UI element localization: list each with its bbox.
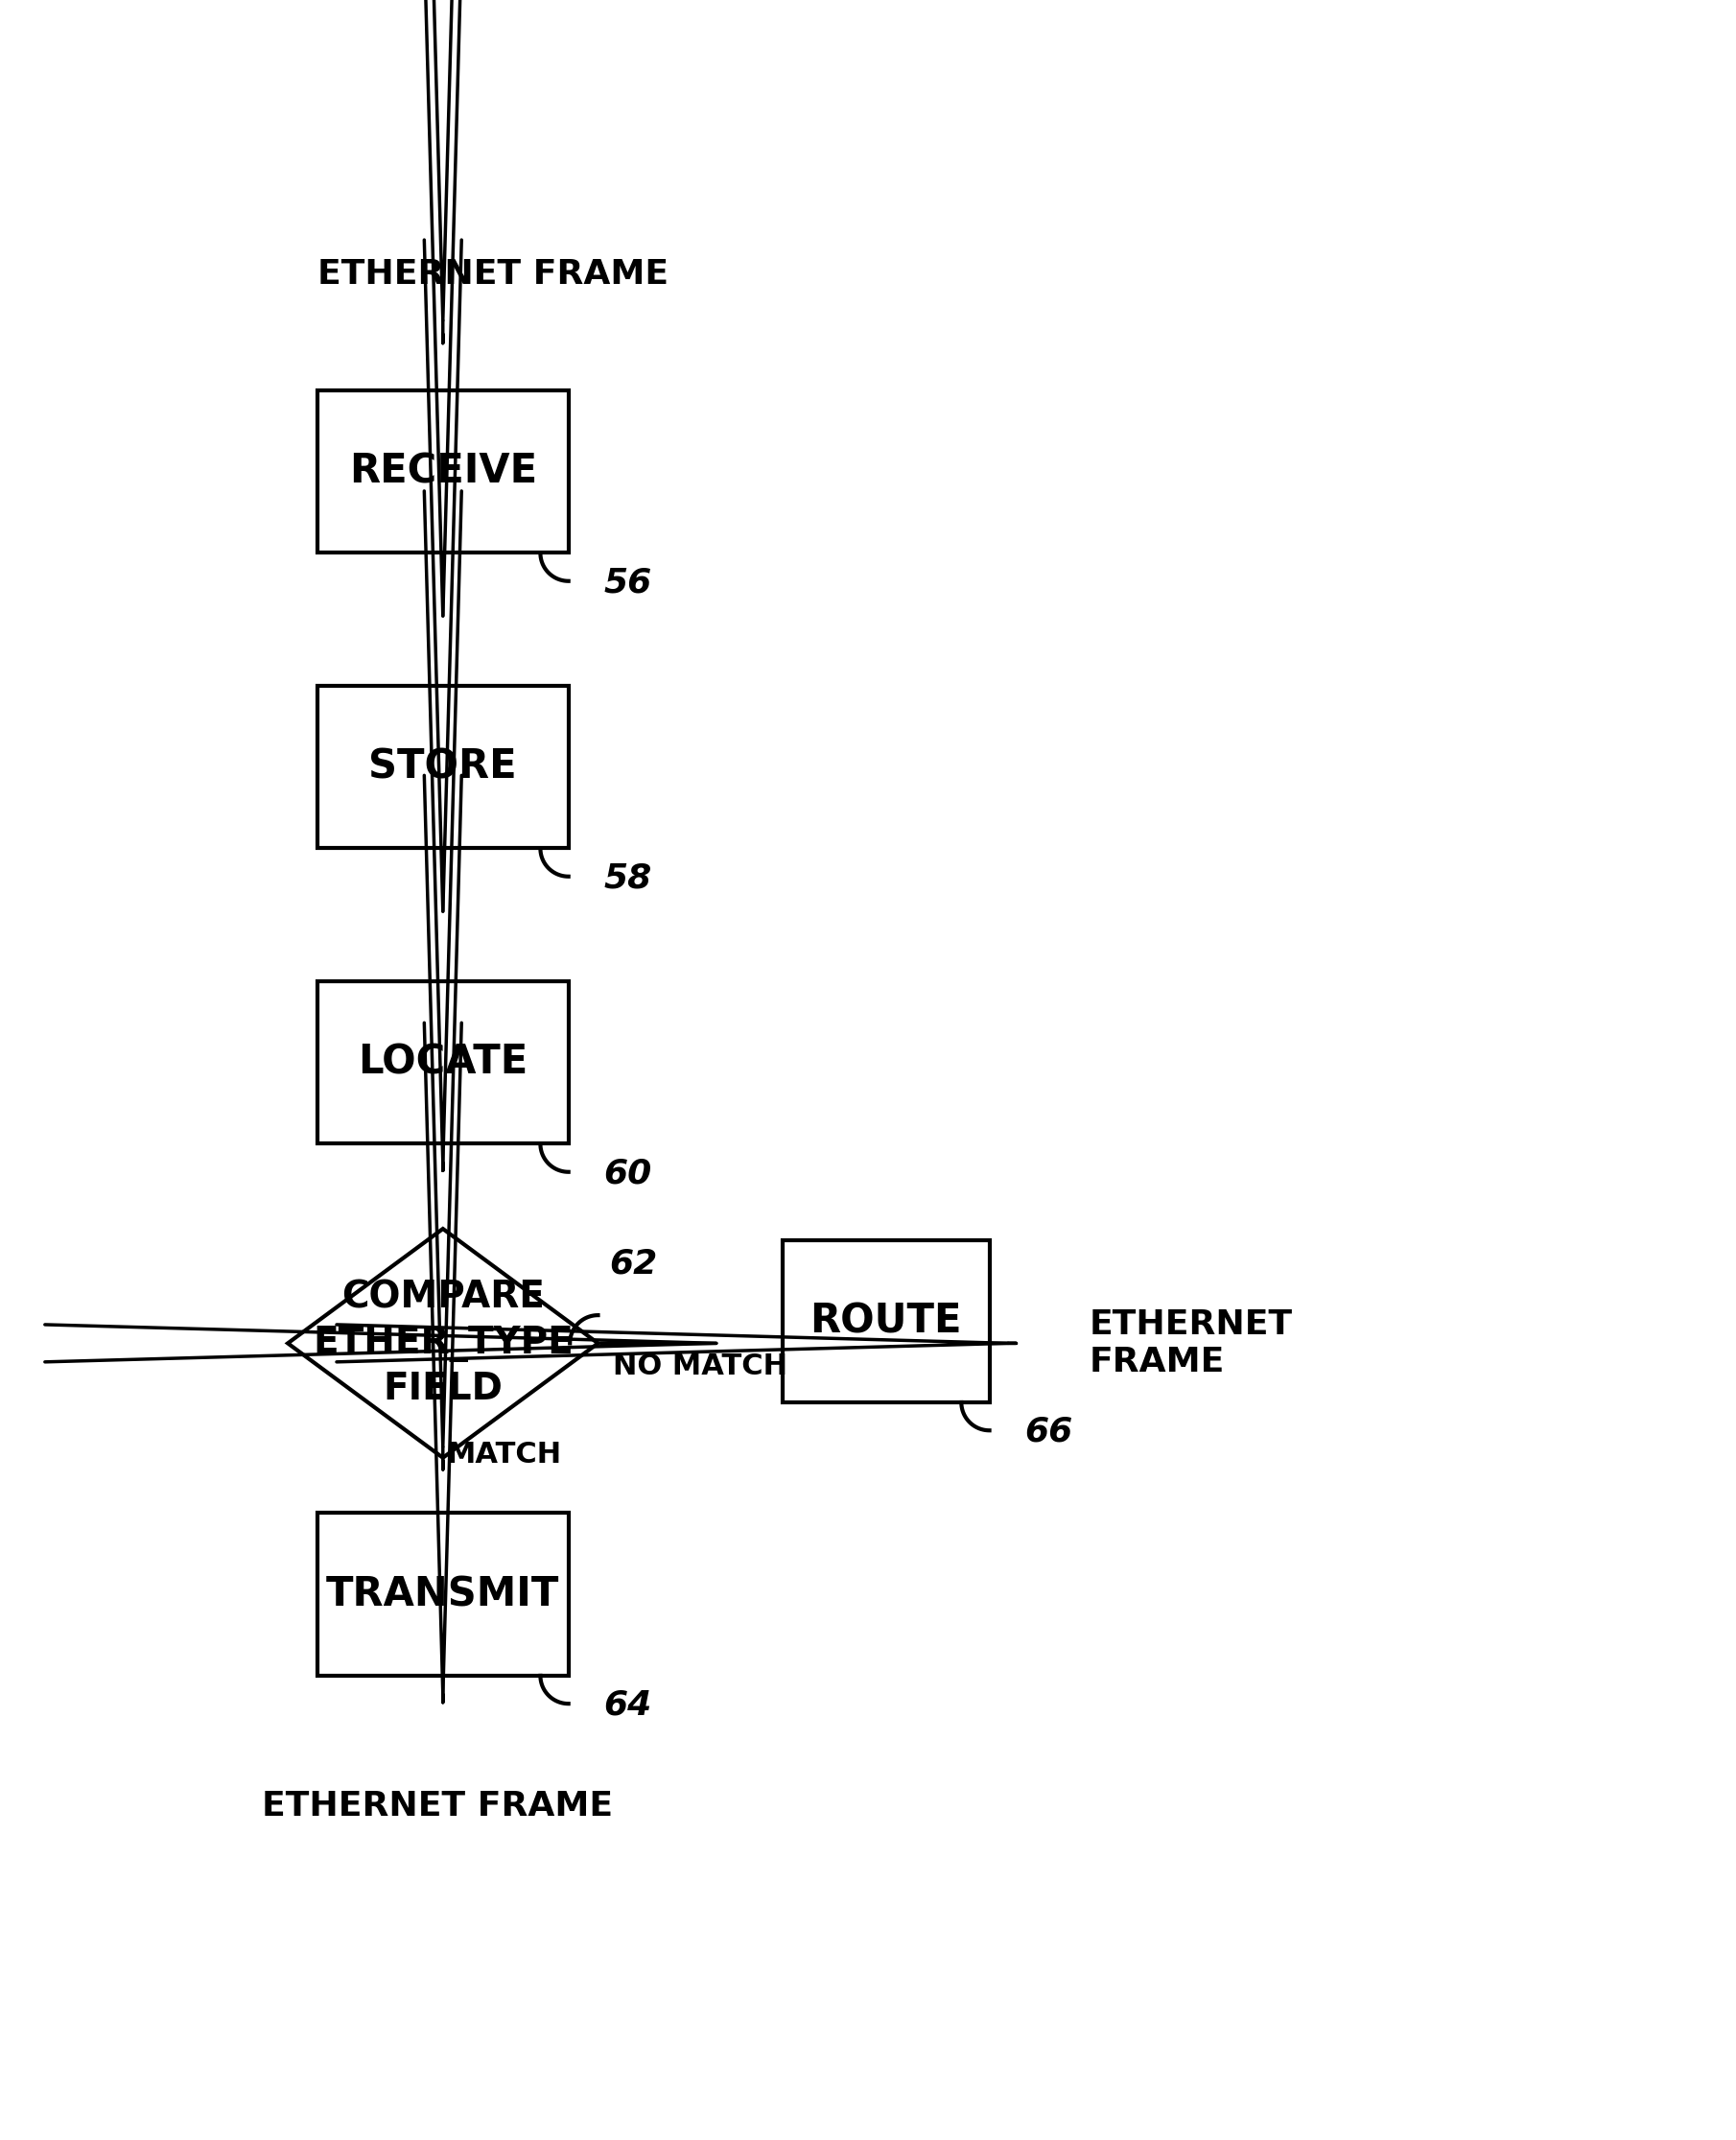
Polygon shape	[288, 1228, 597, 1457]
Text: STORE: STORE	[368, 747, 517, 788]
Bar	[318, 1513, 568, 1676]
Text: 60: 60	[604, 1158, 653, 1190]
Text: ETHERNET
FRAME: ETHERNET FRAME	[1088, 1308, 1293, 1378]
Text: ROUTE: ROUTE	[811, 1301, 962, 1342]
Text: 64: 64	[604, 1688, 653, 1721]
Text: 58: 58	[604, 862, 653, 895]
Bar	[318, 687, 568, 847]
Text: LOCATE: LOCATE	[358, 1042, 528, 1083]
Text: 56: 56	[604, 567, 653, 599]
Text: MATCH: MATCH	[446, 1440, 562, 1468]
Text: RECEIVE: RECEIVE	[349, 452, 536, 492]
Text: 62: 62	[609, 1248, 658, 1280]
Text: 66: 66	[1024, 1417, 1073, 1449]
Text: ETHERNET FRAME: ETHERNET FRAME	[262, 1791, 613, 1823]
Bar	[783, 1239, 990, 1402]
Text: ETHERNET FRAME: ETHERNET FRAME	[318, 259, 668, 291]
Bar	[318, 982, 568, 1145]
Text: NO MATCH: NO MATCH	[613, 1352, 788, 1380]
Text: TRANSMIT: TRANSMIT	[326, 1575, 559, 1614]
Text: COMPARE
ETHER_TYPE
FIELD: COMPARE ETHER_TYPE FIELD	[312, 1280, 573, 1408]
Bar	[318, 389, 568, 552]
